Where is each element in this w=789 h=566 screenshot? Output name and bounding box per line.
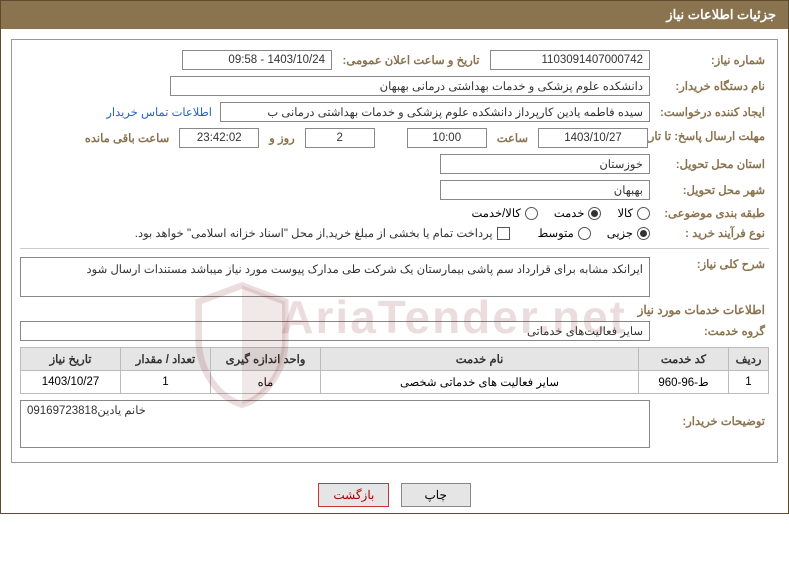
form-box: AriaTender.net شماره نیاز: 1103091407000… bbox=[11, 39, 778, 463]
radio-icon bbox=[578, 227, 591, 240]
category-radios: کالا خدمت کالا/خدمت bbox=[472, 206, 651, 220]
payment-note: پرداخت تمام یا بخشی از مبلغ خرید,از محل … bbox=[135, 226, 493, 240]
td-unit: ماه bbox=[211, 371, 321, 394]
services-section-title: اطلاعات خدمات مورد نیاز bbox=[24, 303, 765, 317]
deadline-label: مهلت ارسال پاسخ: تا تاریخ: bbox=[654, 131, 769, 145]
creator-value: سیده فاطمه یادین کارپرداز دانشکده علوم پ… bbox=[220, 102, 650, 122]
notes-label: توضیحات خریدار: bbox=[654, 400, 769, 428]
province-value: خوزستان bbox=[440, 154, 650, 174]
radio-icon bbox=[637, 227, 650, 240]
td-code: ط-96-960 bbox=[639, 371, 729, 394]
radio-icon bbox=[525, 207, 538, 220]
radio-partial[interactable]: جزیی bbox=[607, 226, 650, 240]
announce-date-value: 1403/10/24 - 09:58 bbox=[182, 50, 332, 70]
th-code: کد خدمت bbox=[639, 348, 729, 371]
td-rowno: 1 bbox=[729, 371, 769, 394]
hour-label: ساعت bbox=[493, 131, 532, 145]
buy-type-label: نوع فرآیند خرید : bbox=[654, 226, 769, 240]
desc-value: ایرانکد مشابه برای قرارداد سم پاشی بیمار… bbox=[20, 257, 650, 297]
desc-label: شرح کلی نیاز: bbox=[654, 257, 769, 271]
back-button[interactable]: بازگشت bbox=[318, 483, 389, 507]
city-label: شهر محل تحویل: bbox=[654, 183, 769, 197]
divider bbox=[20, 248, 769, 249]
announce-date-label: تاریخ و ساعت اعلان عمومی: bbox=[336, 53, 486, 67]
city-value: بهبهان bbox=[440, 180, 650, 200]
treasury-checkbox[interactable] bbox=[497, 227, 510, 240]
radio-icon bbox=[637, 207, 650, 220]
table-row: 1 ط-96-960 سایر فعالیت های خدماتی شخصی م… bbox=[21, 371, 769, 394]
need-no-value: 1103091407000742 bbox=[490, 50, 650, 70]
th-name: نام خدمت bbox=[321, 348, 639, 371]
th-unit: واحد اندازه گیری bbox=[211, 348, 321, 371]
days-remaining-value: 2 bbox=[305, 128, 375, 148]
table-header-row: ردیف کد خدمت نام خدمت واحد اندازه گیری ت… bbox=[21, 348, 769, 371]
notes-value: 09169723818خانم یادین bbox=[20, 400, 650, 448]
th-date: تاریخ نیاز bbox=[21, 348, 121, 371]
radio-goods[interactable]: کالا bbox=[617, 206, 650, 220]
th-qty: تعداد / مقدار bbox=[121, 348, 211, 371]
contact-link[interactable]: اطلاعات تماس خریدار bbox=[102, 105, 216, 119]
buyer-value: دانشکده علوم پزشکی و خدمات بهداشتی درمان… bbox=[170, 76, 650, 96]
radio-service[interactable]: خدمت bbox=[554, 206, 602, 220]
details-panel: جزئیات اطلاعات نیاز AriaTender.net شماره… bbox=[0, 0, 789, 514]
service-group-value: سایر فعالیت‌های خدماتی bbox=[20, 321, 650, 341]
services-table: ردیف کد خدمت نام خدمت واحد اندازه گیری ت… bbox=[20, 347, 769, 394]
radio-medium[interactable]: متوسط bbox=[538, 226, 591, 240]
button-row: چاپ بازگشت bbox=[1, 473, 788, 513]
category-label: طبقه بندی موضوعی: bbox=[654, 206, 769, 220]
td-date: 1403/10/27 bbox=[21, 371, 121, 394]
deadline-date-value: 1403/10/27 bbox=[538, 128, 648, 148]
panel-title: جزئیات اطلاعات نیاز bbox=[1, 1, 788, 29]
remain-label: ساعت باقی مانده bbox=[81, 131, 173, 145]
creator-label: ایجاد کننده درخواست: bbox=[654, 105, 769, 119]
print-button[interactable]: چاپ bbox=[401, 483, 471, 507]
td-qty: 1 bbox=[121, 371, 211, 394]
days-and-label: روز و bbox=[265, 131, 298, 145]
deadline-hour-value: 10:00 bbox=[407, 128, 487, 148]
timer-value: 23:42:02 bbox=[179, 128, 259, 148]
radio-icon bbox=[588, 207, 601, 220]
buy-type-radios: جزیی متوسط bbox=[538, 226, 650, 240]
buyer-label: نام دستگاه خریدار: bbox=[654, 79, 769, 93]
radio-both[interactable]: کالا/خدمت bbox=[472, 206, 538, 220]
td-name: سایر فعالیت های خدماتی شخصی bbox=[321, 371, 639, 394]
th-rowno: ردیف bbox=[729, 348, 769, 371]
need-no-label: شماره نیاز: bbox=[654, 53, 769, 67]
province-label: استان محل تحویل: bbox=[654, 157, 769, 171]
service-group-label: گروه خدمت: bbox=[654, 324, 769, 338]
